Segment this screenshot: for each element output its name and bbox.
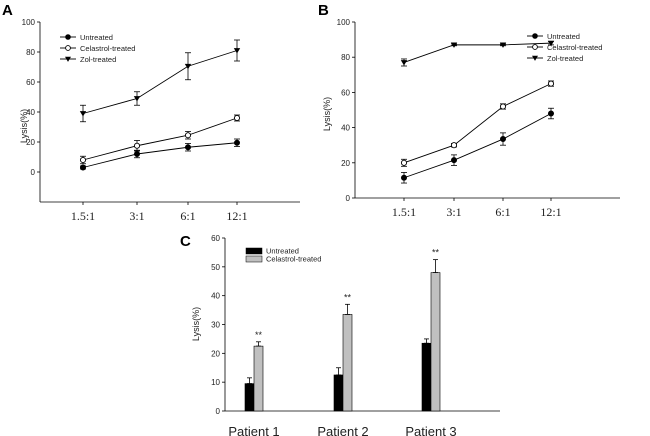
data-point-celastrol-treated-1-5-1 [400,159,408,166]
x-tick-label-6-1: 6:1 [495,205,510,219]
data-point-untreated-1-5-1 [80,164,87,171]
data-point-celastrol-treated-3-1 [450,142,458,149]
significance-marker-patient-3: ** [432,248,440,258]
y-axis-label: Lysis(%) [191,307,201,341]
y-tick-label-30: 30 [211,321,220,330]
x-tick-label-patient-3: Patient 3 [405,424,456,436]
panel-a-line-chart: 0 20 40 60 80 100 1.5:1 3:1 6:1 12:1 Lysis(%) Untre… [19,18,300,223]
y-tick-label-60: 60 [341,88,350,97]
legend-swatch-untreated [245,247,263,255]
series-line-zol-treated [403,42,552,63]
data-point-untreated-3-1 [133,150,140,157]
data-point-zol-treated-12-1 [547,40,555,47]
y-tick-label-40: 40 [26,108,35,117]
data-point-celastrol-treated-12-1 [547,80,555,87]
data-point-untreated-1-5-1 [400,174,407,181]
legend-marker-celastrol-treated [65,45,71,51]
data-point-zol-treated-3-1 [133,96,141,102]
x-tick-label-12-1: 12:1 [226,209,247,223]
significance-marker-patient-1: ** [255,330,263,340]
panel-b-letter: B [318,2,329,19]
series-line-celastrol-treated [82,117,238,161]
legend-label-celastrol-treated: Celastrol-treated [547,43,602,52]
y-axis-label: Lysis(%) [19,109,29,143]
x-tick-label-patient-1: Patient 1 [228,424,279,436]
data-point-untreated-6-1 [184,144,191,151]
legend-label-zol-treated: Zol-treated [547,54,583,63]
data-point-untreated-12-1 [233,139,240,146]
data-point-zol-treated-1-5-1 [79,111,87,117]
series-line-celastrol-treated [403,83,552,164]
legend-label-untreated: Untreated [266,247,299,256]
y-tick-label-50: 50 [211,263,220,272]
data-point-zol-treated-6-1 [499,42,507,48]
y-tick-label-60: 60 [26,78,35,87]
legend-marker-zol-treated [65,56,71,62]
panel-c-bar-chart: 0 10 20 30 40 50 60 Lysis(%) ** Patient 1 ** Patien… [191,234,500,436]
y-tick-label-0: 0 [216,407,221,416]
panel-a-letter: A [2,2,13,19]
y-tick-label-20: 20 [211,349,220,358]
data-point-celastrol-treated-12-1 [233,114,241,122]
data-point-zol-treated-6-1 [184,63,192,70]
x-tick-label-3-1: 3:1 [446,205,461,219]
data-point-celastrol-treated-1-5-1 [79,156,87,164]
x-tick-label-1-5-1: 1.5:1 [392,205,416,219]
bar-celastrol-treated-patient-3 [430,272,441,412]
y-tick-label-20: 20 [26,138,35,147]
legend-marker-celastrol-treated [532,44,538,50]
y-tick-label-80: 80 [341,53,350,62]
legend-label-celastrol-treated: Celastrol-treated [80,44,135,53]
panel-b-line-chart: 0 20 40 60 80 100 1.5:1 3:1 6:1 12:1 Lysis(%) Untre… [322,18,620,219]
x-tick-label-6-1: 6:1 [180,209,195,223]
legend-label-untreated: Untreated [547,32,580,41]
data-point-zol-treated-3-1 [450,42,458,48]
series-line-untreated [403,113,552,179]
legend-label-zol-treated: Zol-treated [80,55,116,64]
series-line-untreated [82,142,238,168]
data-point-celastrol-treated-6-1 [184,132,192,139]
legend-swatch-celastrol-treated [245,255,263,263]
legend-marker-untreated [532,33,538,39]
y-tick-label-0: 0 [346,194,351,203]
data-point-celastrol-treated-6-1 [499,103,507,110]
x-tick-label-3-1: 3:1 [129,209,144,223]
x-tick-label-12-1: 12:1 [540,205,561,219]
data-point-untreated-12-1 [548,110,555,117]
y-tick-label-100: 100 [22,18,36,27]
legend-marker-zol-treated [532,55,538,61]
data-point-zol-treated-1-5-1 [400,60,408,66]
data-point-celastrol-treated-3-1 [133,142,141,149]
y-tick-label-40: 40 [341,124,350,133]
y-axis-label: Lysis(%) [322,97,332,131]
data-point-untreated-3-1 [450,157,457,164]
bar-untreated-patient-1 [244,383,255,412]
y-tick-label-80: 80 [26,48,35,57]
bar-celastrol-treated-patient-1 [253,345,264,412]
legend-label-celastrol-treated: Celastrol-treated [266,255,321,264]
legend-label-untreated: Untreated [80,33,113,42]
bar-untreated-patient-3 [421,342,432,412]
panel-c-letter: C [180,233,191,250]
y-tick-label-20: 20 [341,159,350,168]
y-tick-label-10: 10 [211,378,220,387]
x-tick-label-patient-2: Patient 2 [317,424,368,436]
y-tick-label-40: 40 [211,292,220,301]
bar-celastrol-treated-patient-2 [342,314,353,412]
significance-marker-patient-2: ** [344,292,352,302]
data-point-untreated-6-1 [499,136,506,143]
series-line-zol-treated [82,50,238,114]
y-tick-label-60: 60 [211,234,220,243]
data-point-zol-treated-12-1 [233,48,241,54]
y-tick-label-100: 100 [337,18,351,27]
bar-untreated-patient-2 [333,374,344,412]
x-tick-label-1-5-1: 1.5:1 [71,209,95,223]
legend-marker-untreated [65,34,71,40]
y-tick-label-0: 0 [31,168,36,177]
